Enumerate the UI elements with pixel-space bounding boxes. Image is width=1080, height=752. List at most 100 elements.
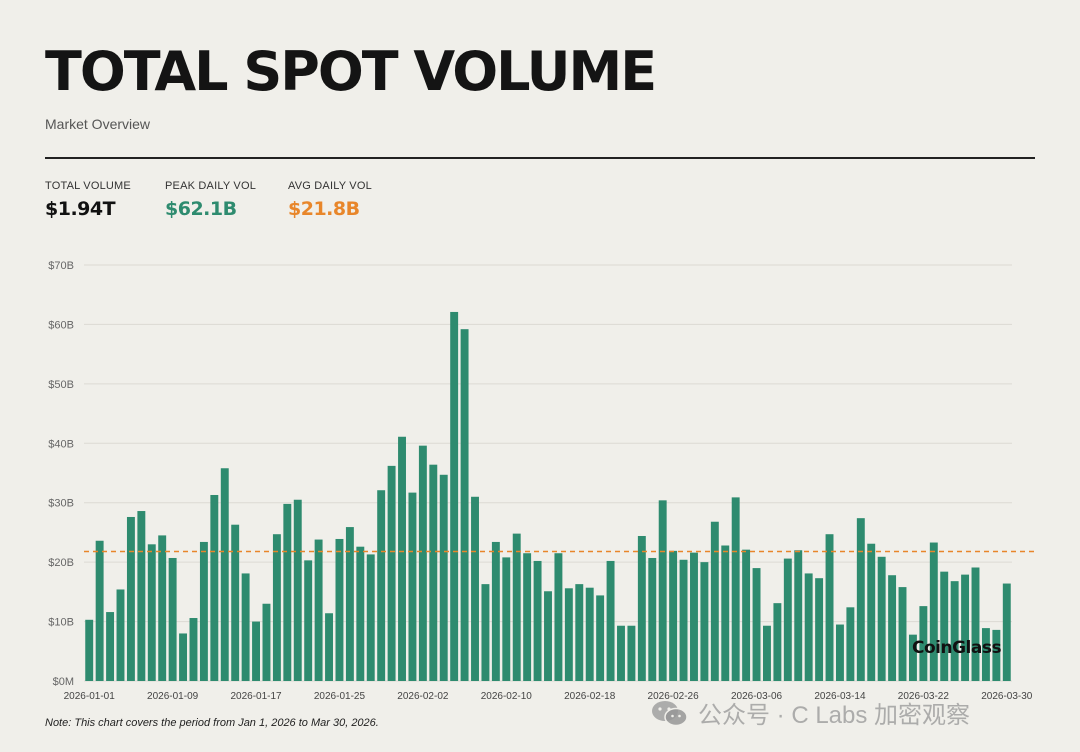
- chart-note: Note: This chart covers the period from …: [45, 717, 379, 729]
- bar: [908, 634, 917, 681]
- stat-value: $21.8B: [288, 198, 360, 220]
- bar: [137, 511, 146, 681]
- bar: [85, 619, 94, 681]
- bar: [220, 468, 229, 681]
- bar: [669, 550, 678, 681]
- bar: [981, 628, 990, 681]
- bar: [585, 587, 594, 681]
- bar: [596, 595, 605, 681]
- bar: [158, 535, 167, 681]
- bar: [815, 578, 824, 681]
- bar: [241, 573, 250, 681]
- bar: [262, 603, 271, 681]
- bar: [523, 553, 532, 681]
- bar: [304, 560, 313, 681]
- bar: [804, 573, 813, 681]
- x-tick-label: 2026-03-14: [814, 691, 866, 702]
- y-tick-label: $10B: [48, 617, 74, 629]
- bar: [992, 629, 1001, 681]
- bar: [1002, 583, 1011, 681]
- bar: [710, 521, 719, 681]
- header-divider: [45, 157, 1035, 159]
- bar: [575, 584, 584, 681]
- bar: [617, 625, 625, 681]
- bar: [627, 625, 636, 681]
- bar: [126, 516, 135, 681]
- bar: [929, 542, 938, 681]
- bar: [429, 464, 438, 681]
- stat-value: $1.94T: [45, 198, 116, 220]
- bar: [345, 527, 354, 681]
- x-tick-label: 2026-02-02: [397, 691, 449, 702]
- bar: [742, 549, 751, 681]
- bar: [106, 612, 115, 681]
- bar: [471, 496, 479, 681]
- bar: [846, 607, 855, 681]
- bar: [398, 436, 406, 681]
- bar: [783, 558, 792, 681]
- wechat-icon: [652, 700, 688, 726]
- page-title: TOTAL SPOT VOLUME: [45, 40, 657, 103]
- x-tick-label: 2026-02-10: [481, 691, 533, 702]
- bar: [856, 518, 865, 681]
- bar: [314, 539, 323, 681]
- bar: [690, 552, 698, 681]
- bar: [825, 534, 834, 681]
- x-tick-label: 2026-01-17: [230, 691, 282, 702]
- bar: [971, 567, 980, 681]
- bar: [377, 490, 386, 681]
- bar: [460, 329, 469, 681]
- stat-peak-daily-vol: PEAK DAILY VOL $62.1B: [165, 180, 256, 220]
- bar: [356, 546, 365, 681]
- bar: [721, 545, 730, 681]
- bar: [512, 533, 521, 681]
- bar: [835, 624, 844, 681]
- y-tick-label: $60B: [48, 319, 74, 331]
- bar: [637, 535, 646, 681]
- bar: [794, 550, 803, 681]
- x-tick-label: 2026-03-30: [981, 691, 1033, 702]
- bar: [283, 503, 292, 681]
- stat-total-volume: TOTAL VOLUME $1.94T: [45, 180, 131, 220]
- bar: [325, 613, 333, 681]
- x-tick-label: 2026-01-25: [314, 691, 366, 702]
- page-subtitle: Market Overview: [45, 116, 151, 132]
- bar: [408, 492, 417, 681]
- stat-value: $62.1B: [165, 198, 237, 220]
- x-tick-label: 2026-03-06: [731, 691, 783, 702]
- bar: [919, 606, 928, 681]
- bar: [179, 633, 188, 681]
- y-tick-label: $70B: [48, 260, 74, 272]
- bar: [418, 445, 427, 681]
- bar: [335, 538, 344, 681]
- bar: [888, 575, 897, 681]
- bar: [679, 559, 688, 681]
- watermark-text: 公众号 · C Labs 加密观察: [698, 702, 971, 729]
- x-tick-label: 2026-02-26: [648, 691, 700, 702]
- bar: [763, 625, 771, 681]
- bar: [95, 540, 104, 681]
- bar: [231, 524, 240, 681]
- x-tick-label: 2026-01-09: [147, 691, 199, 702]
- bar: [752, 568, 761, 681]
- stat-label: AVG DAILY VOL: [288, 180, 372, 192]
- bar: [564, 588, 573, 681]
- bar: [544, 591, 552, 681]
- bar: [272, 534, 281, 681]
- bar: [773, 603, 782, 681]
- watermark: 公众号 · C Labs 加密观察: [650, 695, 970, 730]
- bar: [116, 589, 125, 681]
- volume-bar-chart: $0M $10B $20B $30B $40B $50B $60B $70B 2026-01-0…: [48, 260, 1034, 702]
- bar: [210, 494, 219, 681]
- bar: [606, 560, 615, 681]
- bar: [950, 581, 959, 681]
- y-tick-label: $40B: [48, 438, 74, 450]
- bar: [877, 556, 886, 681]
- bar: [439, 474, 448, 681]
- bar: [554, 553, 563, 681]
- bar: [168, 557, 177, 681]
- bar: [648, 557, 657, 681]
- stat-avg-daily-vol: AVG DAILY VOL $21.8B: [288, 180, 372, 220]
- bar: [366, 554, 375, 681]
- bar: [252, 621, 260, 681]
